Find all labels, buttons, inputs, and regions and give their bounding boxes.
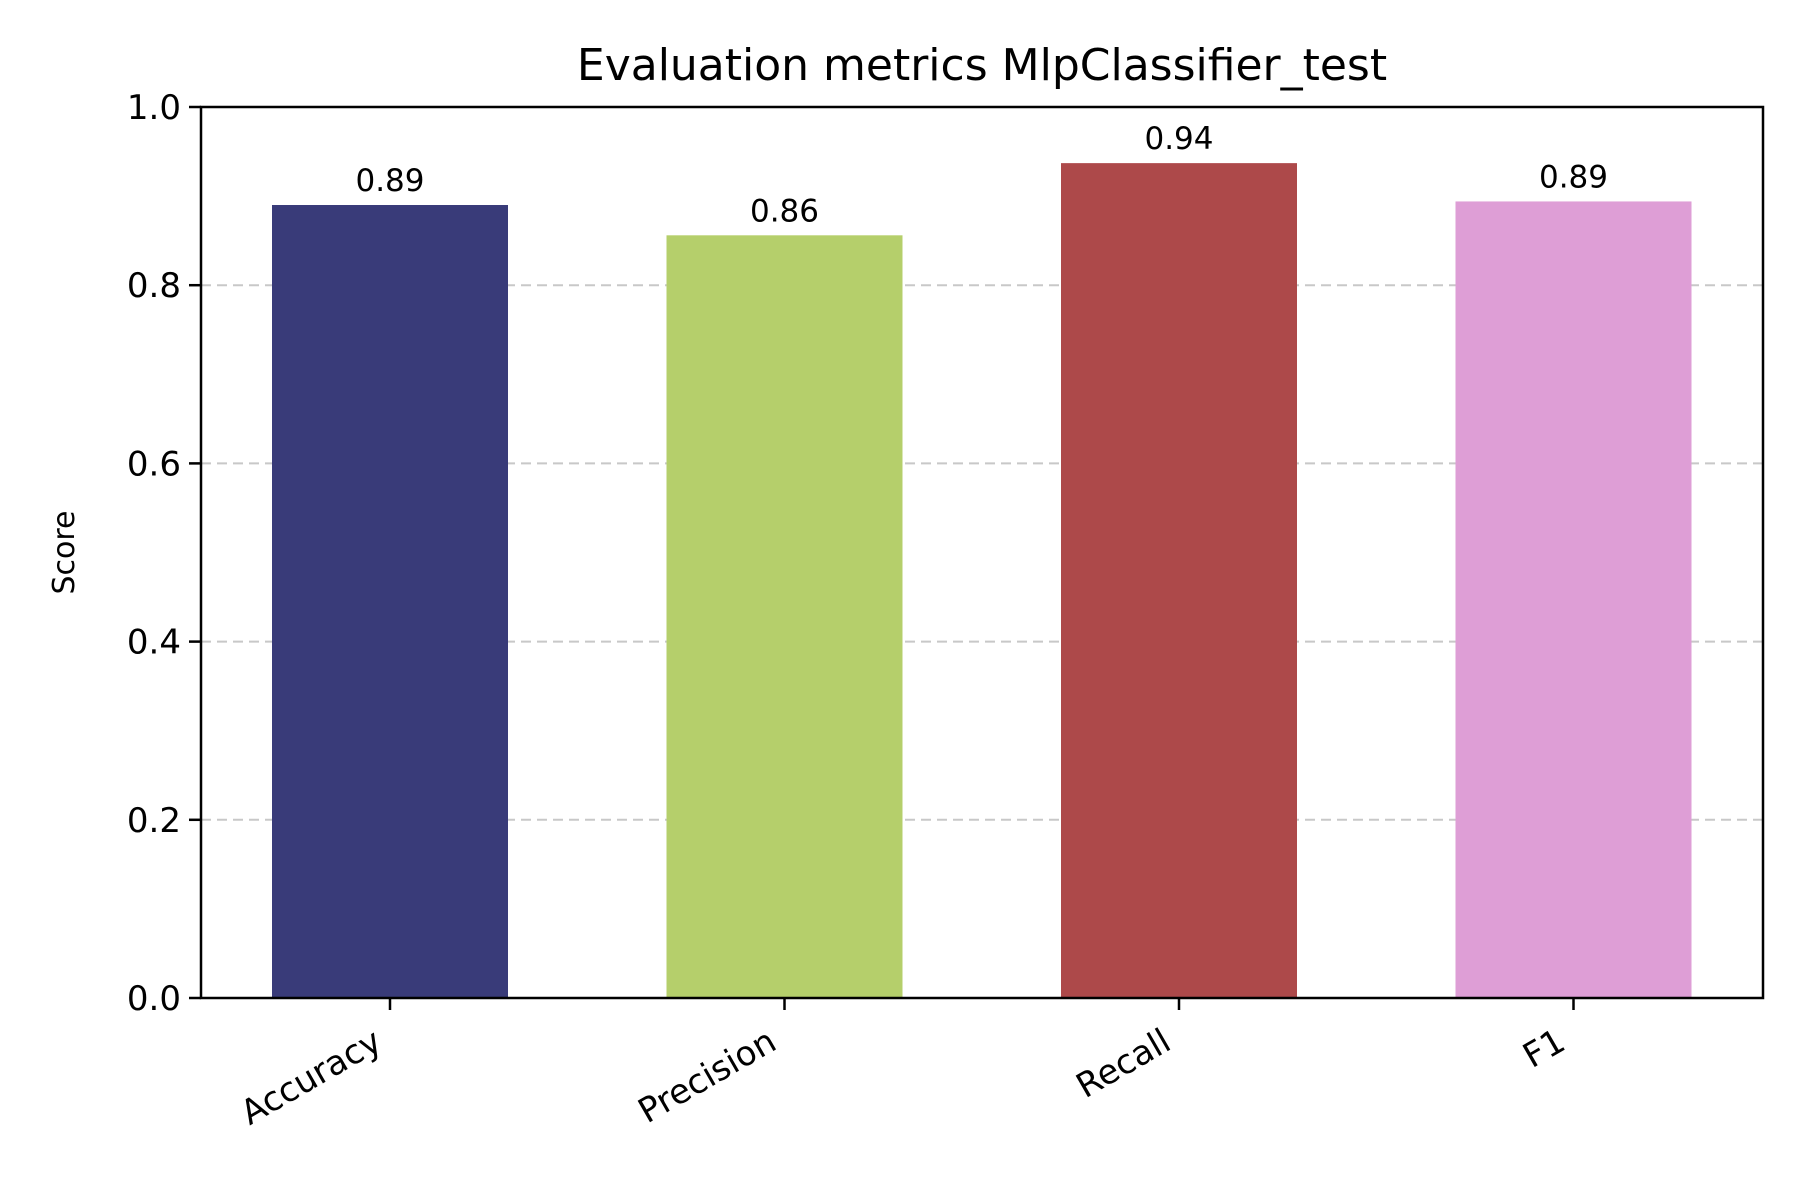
plot-area-frame xyxy=(199,105,1765,1000)
y-axis-label: Score xyxy=(47,510,82,594)
x-tick-label: Recall xyxy=(1070,1021,1178,1106)
y-tick-label: 0.6 xyxy=(127,444,181,484)
bar-precision xyxy=(666,235,903,998)
x-axis-ticks: Accuracy Precision Recall F1 xyxy=(234,998,1575,1133)
data-label: 0.89 xyxy=(1539,159,1608,195)
y-axis-ticks: 0.0 0.2 0.4 0.6 0.8 1.0 xyxy=(127,88,201,1019)
y-tick-label: 0.4 xyxy=(127,623,181,663)
data-label: 0.94 xyxy=(1144,121,1213,157)
data-label: 0.86 xyxy=(750,193,819,229)
y-tick-label: 0.0 xyxy=(127,979,181,1019)
data-label: 0.89 xyxy=(355,163,424,199)
data-labels: 0.89 0.86 0.94 0.89 xyxy=(355,121,1608,229)
bars xyxy=(272,163,1692,999)
bar-accuracy xyxy=(272,205,508,998)
x-tick-label: Accuracy xyxy=(234,1021,388,1133)
x-tick-label: F1 xyxy=(1516,1021,1572,1076)
x-tick-label: Precision xyxy=(632,1021,783,1132)
chart-title: Evaluation metrics MlpClassifier_test xyxy=(577,40,1387,91)
y-tick-label: 0.2 xyxy=(127,801,181,841)
bar-recall xyxy=(1061,163,1297,998)
bar-f1 xyxy=(1455,201,1692,999)
y-tick-label: 0.8 xyxy=(127,266,181,306)
y-tick-label: 1.0 xyxy=(127,88,181,128)
